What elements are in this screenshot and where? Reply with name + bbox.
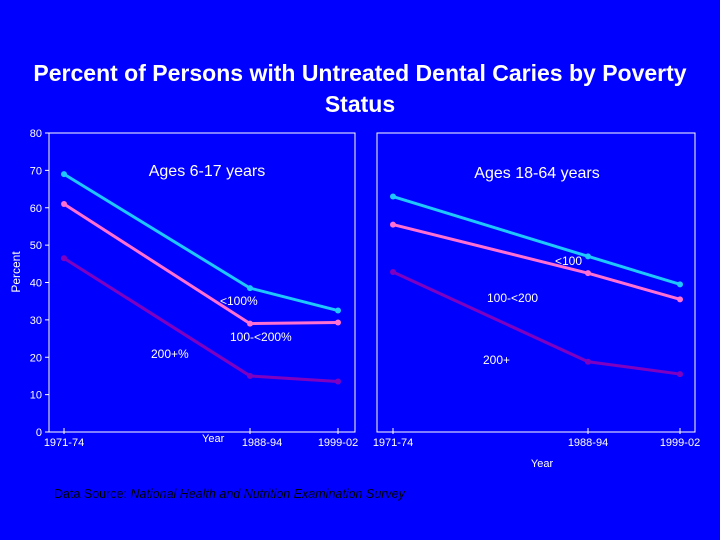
chart-title-line-2: Status (324, 91, 396, 117)
chart-title-line-1: Percent of Persons with Untreated Dental… (33, 60, 687, 86)
data-point (390, 193, 396, 200)
y-tick-label: 70 (30, 165, 42, 177)
data-point (61, 255, 67, 262)
series-label-left-200plus: 200+% (151, 347, 189, 361)
x-axis-label-right: Year (531, 458, 554, 470)
panel-title-ages-6-17: Ages 6-17 years (149, 163, 266, 180)
data-point (61, 171, 67, 178)
y-tick-label: 0 (36, 427, 42, 439)
series-label-right-lt100: <100 (555, 254, 582, 268)
data-point (61, 201, 67, 208)
data-source-name: National Health and Nutrition Examinatio… (130, 487, 405, 501)
series-label-left-lt100: <100% (220, 294, 258, 308)
data-point (585, 270, 591, 277)
data-point (335, 319, 341, 326)
y-axis-label: Percent (9, 251, 23, 293)
y-tick-label: 40 (30, 278, 42, 290)
data-point (390, 269, 396, 276)
panel-frame-ages-18-64 (376, 132, 696, 433)
x-tick-label: 1988-94 (568, 437, 608, 449)
series-label-right-200plus: 200+ (483, 353, 510, 367)
data-point (677, 296, 683, 303)
x-tick-label: 1988-94 (242, 437, 282, 449)
data-point (247, 285, 253, 292)
chart-title: Percent of Persons with Untreated Dental… (0, 58, 720, 120)
data-point (585, 253, 591, 260)
data-source-note: Data Source: National Health and Nutriti… (54, 487, 405, 501)
data-point (677, 371, 683, 378)
series-line (62, 172, 340, 313)
data-point (335, 307, 341, 314)
x-tick-label: 1971-74 (44, 437, 84, 449)
data-point (247, 372, 253, 379)
x-axis-label-left: Year (202, 433, 225, 445)
x-tick-label: 1971-74 (373, 437, 413, 449)
x-tick-label: 1999-02 (318, 437, 358, 449)
data-point (677, 281, 683, 288)
series-line (62, 202, 340, 326)
series-line (62, 256, 340, 384)
y-tick-label: 50 (30, 240, 42, 252)
y-tick-label: 60 (30, 203, 42, 215)
series-label-right-100-200: 100-<200 (487, 291, 538, 305)
data-source-prefix: Data Source: (54, 487, 131, 501)
series-line (391, 223, 682, 301)
y-tick-label: 30 (30, 315, 42, 327)
x-tick-label: 1999-02 (660, 437, 700, 449)
data-point (585, 358, 591, 365)
data-point (390, 221, 396, 228)
y-tick-label: 10 (30, 390, 42, 402)
data-point (247, 320, 253, 327)
series-label-left-100-200: 100-<200% (230, 330, 292, 344)
y-tick-label: 20 (30, 352, 42, 364)
panel-title-ages-18-64: Ages 18-64 years (474, 165, 599, 182)
y-tick-label: 80 (30, 128, 42, 140)
data-point (335, 378, 341, 385)
series-line (391, 195, 682, 286)
